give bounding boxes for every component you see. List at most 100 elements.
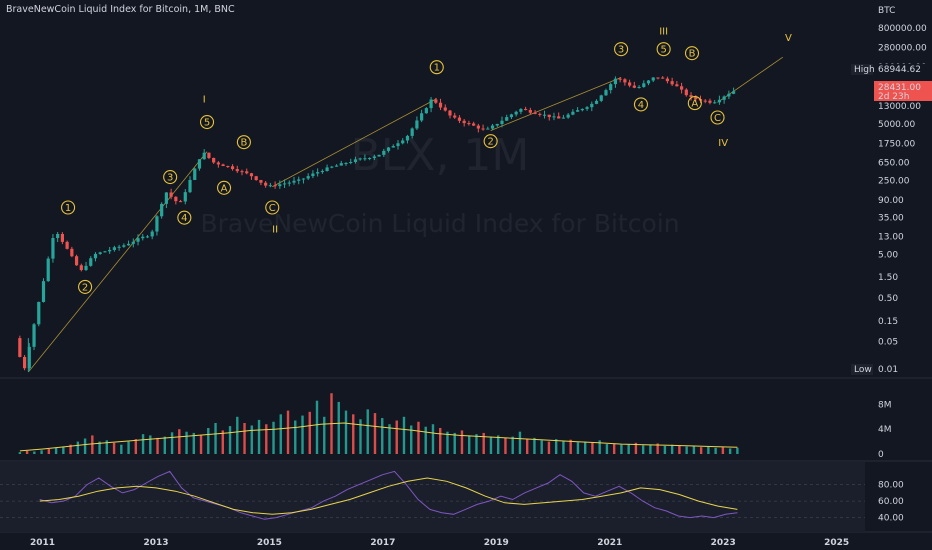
candle-body [46, 258, 50, 282]
volume-bar [18, 452, 22, 454]
candle-body [382, 150, 386, 155]
volume-bar [728, 448, 732, 454]
wave-circle-text: B [689, 49, 696, 60]
candle-body [51, 238, 55, 259]
candle-body [637, 86, 641, 88]
volume-bar [286, 410, 290, 454]
candle-body [259, 180, 263, 183]
volume-bar [678, 445, 681, 454]
candle-body [221, 164, 225, 167]
volume-bar [576, 442, 580, 454]
volume-bar [170, 432, 174, 454]
rsi-tick-label: 60.00 [878, 497, 904, 507]
candle-body [325, 167, 329, 172]
watermark-name: BraveNewCoin Liquid Index for Bitcoin [200, 209, 679, 238]
candle-body [524, 109, 528, 111]
candle-body [571, 111, 575, 115]
wave-circle-label [265, 200, 280, 215]
volume-bar [272, 421, 275, 454]
candle-body [245, 171, 249, 174]
y-tick-label: 1.50 [878, 273, 898, 283]
candle-body [65, 241, 69, 249]
candle-body [420, 113, 424, 121]
trendline [28, 151, 208, 373]
wave-circle-text: B [240, 138, 247, 149]
volume-bar [323, 416, 326, 454]
candle-body [722, 96, 726, 100]
volume-bar [214, 423, 217, 454]
y-tick-label: 250.00 [878, 177, 910, 187]
candle-body [576, 110, 580, 112]
candle-body [188, 179, 192, 193]
candle-body [41, 281, 46, 302]
candle-body [287, 182, 291, 184]
candle-body [453, 115, 457, 118]
volume-bar [562, 440, 565, 454]
candle-body [339, 163, 343, 166]
candle-body [316, 172, 320, 174]
volume-bar [265, 424, 268, 454]
y-tick-label: 280000.00 [878, 44, 927, 54]
rsi-background [0, 462, 865, 532]
volume-bar [460, 430, 464, 454]
candle-body [585, 107, 589, 109]
volume-bar [149, 435, 152, 454]
trendline [272, 98, 437, 188]
volume-tick-label: 8M [878, 400, 892, 410]
wave-circle-label [61, 200, 76, 215]
candle-body [495, 123, 499, 126]
candle-body [457, 117, 462, 121]
volume-bar [707, 446, 710, 454]
x-tick-label: 2013 [143, 538, 168, 548]
candle-body [22, 356, 27, 369]
low-tag-value: 0.01 [878, 365, 898, 375]
wave-circle-label [216, 180, 232, 195]
candle-body [108, 249, 112, 252]
candle-body [717, 99, 722, 103]
volume-bar [402, 416, 406, 454]
volume-bar [395, 420, 398, 454]
volume-bar [685, 446, 688, 454]
volume-bar [540, 440, 543, 454]
volume-bar [620, 444, 623, 454]
grid [0, 377, 932, 533]
candle-body [178, 201, 183, 203]
volume-bar [98, 441, 101, 454]
y-tick-label: 5.00 [878, 250, 898, 260]
volume-bar [105, 440, 109, 454]
candle-body [164, 192, 168, 204]
candle-body [278, 184, 282, 187]
candle-body [377, 154, 381, 157]
volume-bar [699, 447, 703, 454]
volume-bar [192, 432, 195, 454]
wave-circle-text: 5 [204, 118, 210, 129]
volume-bar [156, 437, 159, 454]
volume-bar [207, 427, 210, 454]
candle-body [207, 152, 211, 158]
candle-body [330, 166, 334, 168]
volume-bar [649, 444, 652, 454]
candle-body [490, 125, 495, 129]
candle-body [472, 123, 476, 126]
candle-body [580, 108, 584, 111]
candle-body [401, 140, 405, 144]
candle-body [509, 114, 514, 118]
volume-bar [605, 444, 609, 454]
candle-body [169, 192, 173, 197]
candle-body [642, 83, 646, 87]
volume-bar [359, 419, 362, 454]
volume-bar [373, 413, 377, 454]
y-tick-label: 1750.00 [878, 140, 915, 150]
candle-body [297, 179, 301, 181]
candle-body [89, 258, 93, 266]
volume-bar [185, 431, 188, 454]
candle-body [391, 146, 395, 148]
candle-body [368, 157, 372, 159]
candle-body [599, 95, 603, 101]
candle-body [145, 236, 150, 238]
volume-bar [381, 418, 384, 454]
volume-bar [475, 434, 478, 454]
volume-bar [134, 439, 138, 454]
